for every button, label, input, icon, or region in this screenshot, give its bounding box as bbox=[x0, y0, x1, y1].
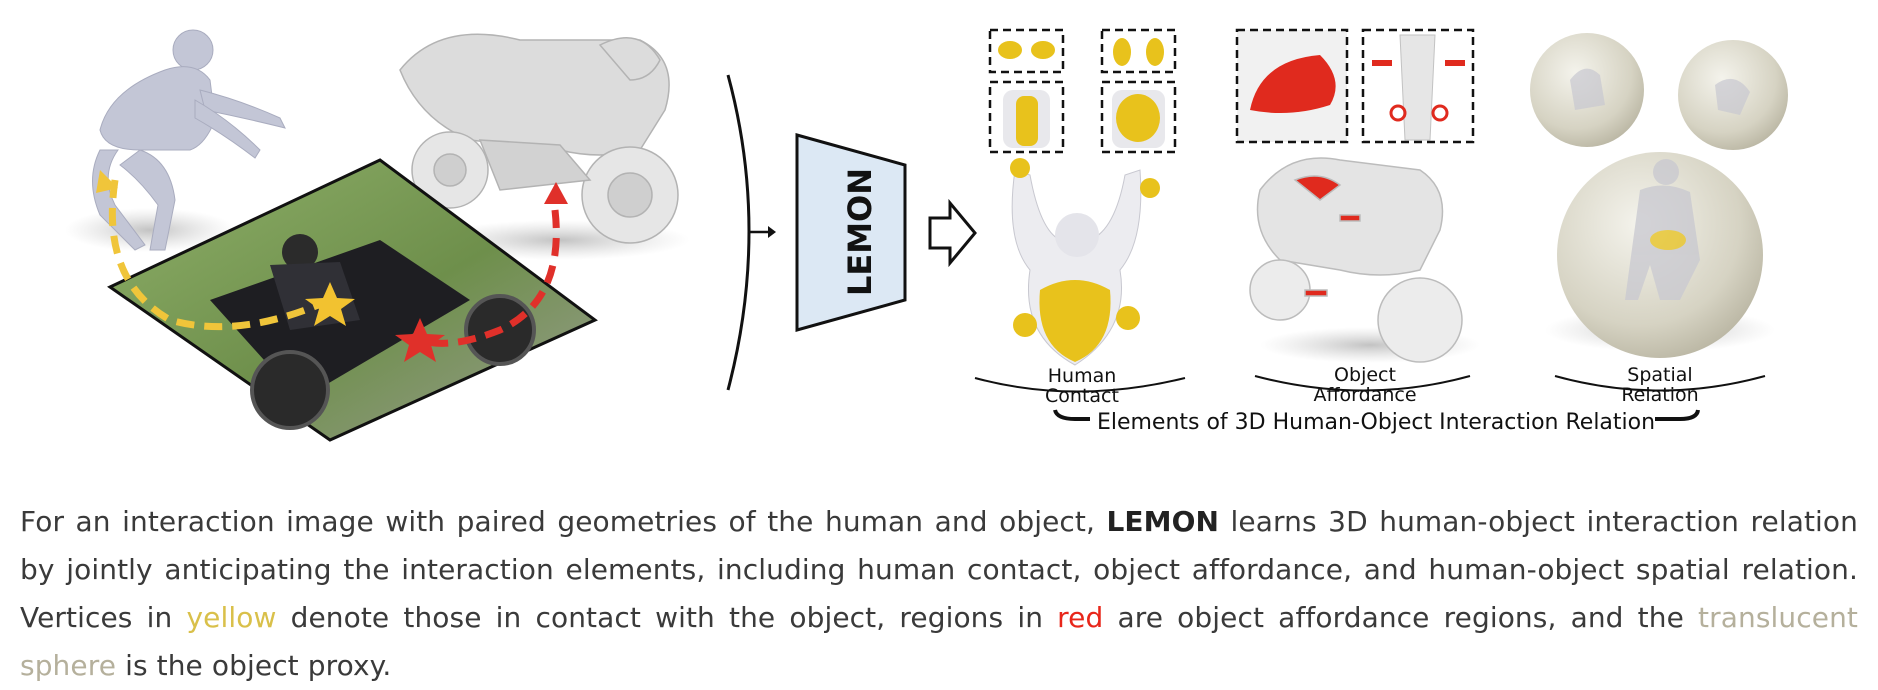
affordance-label-line1: Object bbox=[1334, 364, 1396, 386]
affordance-arc bbox=[1254, 375, 1471, 392]
contact-label-line2: Contact bbox=[1045, 385, 1119, 407]
caption-text-3: denote those in contact with the object,… bbox=[276, 601, 1058, 634]
contact-label-line1: Human bbox=[1048, 365, 1117, 387]
human-star bbox=[305, 282, 355, 326]
lemon-encoder: LEMON bbox=[795, 133, 907, 332]
figure-caption: For an interaction image with paired geo… bbox=[20, 498, 1858, 690]
spatial-label-line2: Relation bbox=[1621, 384, 1698, 406]
contact-arc bbox=[974, 377, 1186, 393]
object-affordance-group: Object Affordance bbox=[1235, 28, 1480, 406]
human-dashed-arrow bbox=[108, 179, 332, 331]
spatial-arc bbox=[1554, 375, 1766, 392]
affordance-label-line2: Affordance bbox=[1313, 384, 1416, 406]
caption-text-2: learns 3D human-object interaction relat… bbox=[20, 505, 1859, 634]
motorcycle-mesh bbox=[399, 33, 679, 244]
caption-text-5: is the object proxy. bbox=[116, 649, 392, 682]
caption-translucent: translucent sphere bbox=[20, 601, 1859, 682]
human-arrow-head bbox=[96, 170, 118, 193]
encoder-label: LEMON bbox=[841, 168, 879, 296]
caption-text-1: For an interaction image with paired geo… bbox=[20, 505, 1107, 538]
hands-box-2 bbox=[1100, 28, 1177, 74]
object-star bbox=[395, 318, 445, 362]
spatial-relation-group: Spatial Relation bbox=[1530, 33, 1788, 406]
elements-label: Elements of 3D Human-Object Interaction … bbox=[1097, 410, 1655, 435]
output-arrow bbox=[928, 198, 977, 268]
bracket bbox=[726, 74, 751, 391]
human-mesh bbox=[92, 29, 286, 251]
contact-body bbox=[1010, 158, 1160, 366]
caption-text-4: are object affordance regions, and the bbox=[1103, 601, 1699, 634]
caption-lemon: LEMON bbox=[1106, 505, 1220, 538]
caption-red: red bbox=[1057, 601, 1104, 634]
object-dashed-arrow bbox=[418, 209, 560, 347]
elements-brace bbox=[1053, 409, 1700, 421]
human-contact-group: Human Contact bbox=[974, 28, 1186, 407]
input-panel bbox=[65, 29, 690, 442]
spatial-label-line1: Spatial bbox=[1627, 364, 1692, 386]
affordance-motorcycle bbox=[1249, 157, 1463, 363]
interaction-image bbox=[107, 158, 598, 442]
spatial-body bbox=[1625, 159, 1700, 300]
object-arrow-head bbox=[544, 182, 568, 204]
teaser-figure: LEMON Human Contact bbox=[65, 28, 1788, 442]
arrow-head bbox=[768, 226, 776, 238]
caption-yellow: yellow bbox=[186, 601, 277, 634]
